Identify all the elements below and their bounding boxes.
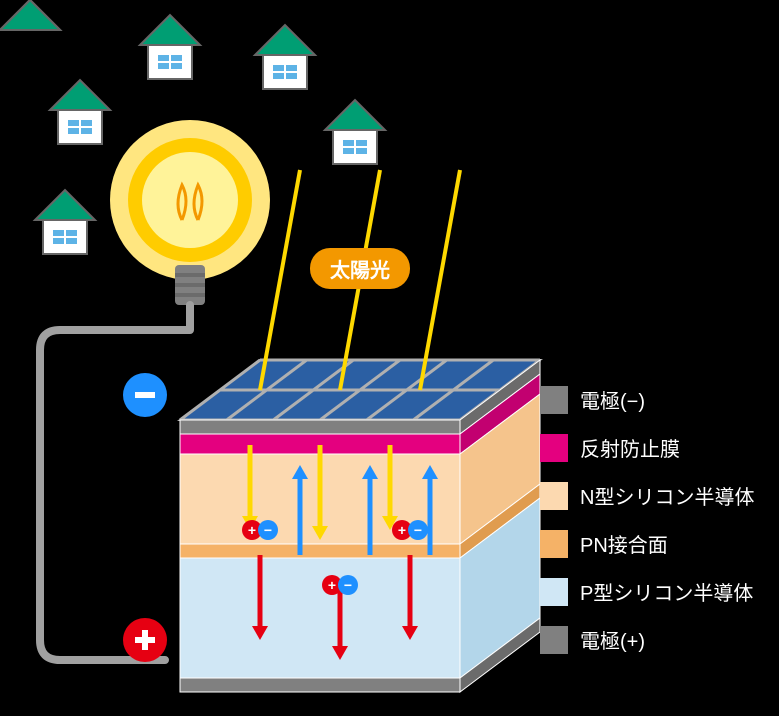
legend-swatch: [540, 578, 568, 606]
legend-swatch: [540, 482, 568, 510]
svg-text:−: −: [414, 522, 422, 538]
legend-item: 反射防止膜: [540, 433, 680, 462]
sun-label-badge: 太陽光: [310, 248, 410, 289]
legend-label: N型シリコン半導体: [580, 481, 754, 510]
legend-label: 反射防止膜: [580, 433, 680, 462]
svg-text:−: −: [344, 577, 352, 593]
legend-swatch: [540, 530, 568, 558]
legend-label: 電極(+): [580, 625, 645, 654]
legend-label: P型シリコン半導体: [580, 577, 753, 606]
legend-label: 電極(−): [580, 385, 645, 414]
legend-item: 電極(−): [540, 385, 645, 414]
diagram-stage: +−+−+− 太陽光 電極(−)反射防止膜N型シリコン半導体PN接合面P型シリコ…: [0, 0, 779, 711]
legend-item: PN接合面: [540, 529, 668, 558]
svg-text:−: −: [264, 522, 272, 538]
legend-swatch: [540, 626, 568, 654]
svg-text:+: +: [328, 577, 336, 593]
svg-text:+: +: [248, 522, 256, 538]
legend-item: N型シリコン半導体: [540, 481, 754, 510]
legend-label: PN接合面: [580, 529, 668, 558]
svg-text:+: +: [398, 522, 406, 538]
legend-item: P型シリコン半導体: [540, 577, 753, 606]
legend-item: 電極(+): [540, 625, 645, 654]
legend-swatch: [540, 434, 568, 462]
legend-swatch: [540, 386, 568, 414]
